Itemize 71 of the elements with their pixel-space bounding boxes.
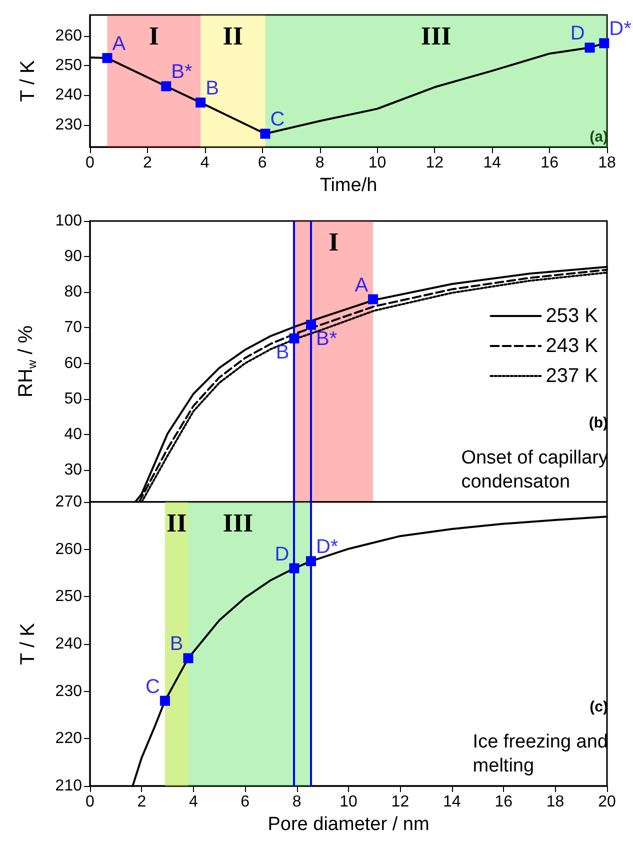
annotation: D* (316, 536, 338, 558)
annotation: (c) (590, 698, 608, 716)
annotation: D (570, 22, 585, 45)
annotation: B* (171, 61, 192, 84)
x-tick-label: 16 (494, 794, 513, 810)
x-tick-label: 4 (200, 154, 210, 172)
y-tick-label: 220 (55, 730, 82, 748)
annotation: B* (316, 328, 338, 350)
y-tick-label: 50 (64, 390, 82, 408)
x-tick-label: 10 (368, 154, 386, 172)
legend-label: 243 K (546, 335, 599, 357)
x-tick-label: 8 (315, 154, 324, 172)
band-label: II (222, 22, 244, 50)
band-label: III (420, 22, 452, 50)
x-tick-label: 20 (598, 794, 616, 810)
y-tick-label: 250 (55, 56, 82, 74)
band-label: II (166, 508, 187, 538)
x-tick-label: 14 (483, 154, 502, 172)
x-axis-title: Time/h (320, 175, 378, 196)
y-axis-title: T / K (17, 59, 39, 102)
annotation: C (270, 108, 285, 131)
x-tick-label: 16 (540, 154, 559, 172)
x-tick-label: 6 (240, 794, 250, 810)
annotation: B (276, 341, 290, 364)
y-tick-label: 230 (55, 682, 82, 700)
x-tick-label: 18 (546, 794, 564, 810)
annotation: A (112, 33, 126, 56)
x-tick-label: 14 (443, 794, 461, 810)
annotation: C (146, 676, 160, 698)
annotation: (b) (588, 414, 608, 432)
y-tick-label: 210 (55, 778, 82, 794)
annotation: Ice freezing and melting (472, 732, 608, 776)
y-axis-title: T / K (17, 622, 39, 665)
annotation: (a) (590, 128, 608, 146)
x-tick-label: 4 (188, 794, 198, 810)
x-tick-label: 2 (142, 154, 152, 172)
annotation: A (354, 274, 369, 296)
y-tick-label: 270 (55, 494, 82, 510)
legend-label: 253 K (546, 305, 599, 327)
legend-label: 237 K (546, 365, 599, 387)
x-tick-label: 12 (391, 794, 410, 810)
y-tick-label: 100 (55, 212, 82, 230)
y-tick-label: 260 (55, 540, 82, 558)
y-tick-label: 70 (64, 319, 82, 336)
x-axis-title: Pore diameter / nm (268, 814, 430, 835)
y-tick-label: 240 (55, 636, 82, 652)
y-tick-label: 30 (64, 461, 82, 478)
band-label: I (328, 228, 339, 256)
y-tick-label: 260 (55, 27, 82, 44)
annotation: B (206, 78, 219, 100)
y-tick-label: 230 (55, 116, 82, 134)
y-tick-label: 60 (64, 354, 82, 372)
x-tick-label: 18 (598, 154, 616, 172)
x-tick-label: 0 (86, 794, 95, 810)
x-tick-label: 0 (86, 154, 95, 172)
y-axis-title: RHw / % (15, 325, 39, 398)
x-tick-label: 10 (340, 794, 358, 810)
y-tick-label: 40 (64, 426, 82, 443)
annotation: D* (609, 18, 632, 40)
x-tick-label: 8 (292, 794, 302, 810)
y-tick-label: 90 (64, 248, 82, 266)
annotation: D (274, 543, 290, 566)
x-tick-label: 12 (426, 154, 444, 172)
y-tick-label: 250 (55, 588, 82, 606)
y-tick-label: 240 (55, 86, 82, 104)
x-tick-label: 2 (137, 794, 146, 810)
annotation: B (170, 633, 184, 656)
band-label: III (222, 508, 254, 538)
y-tick-label: 80 (64, 284, 82, 301)
band-label: I (148, 22, 159, 50)
x-tick-label: 6 (258, 154, 267, 172)
